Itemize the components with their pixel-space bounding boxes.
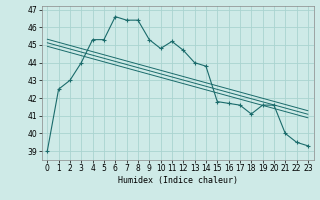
X-axis label: Humidex (Indice chaleur): Humidex (Indice chaleur) [118,176,237,185]
